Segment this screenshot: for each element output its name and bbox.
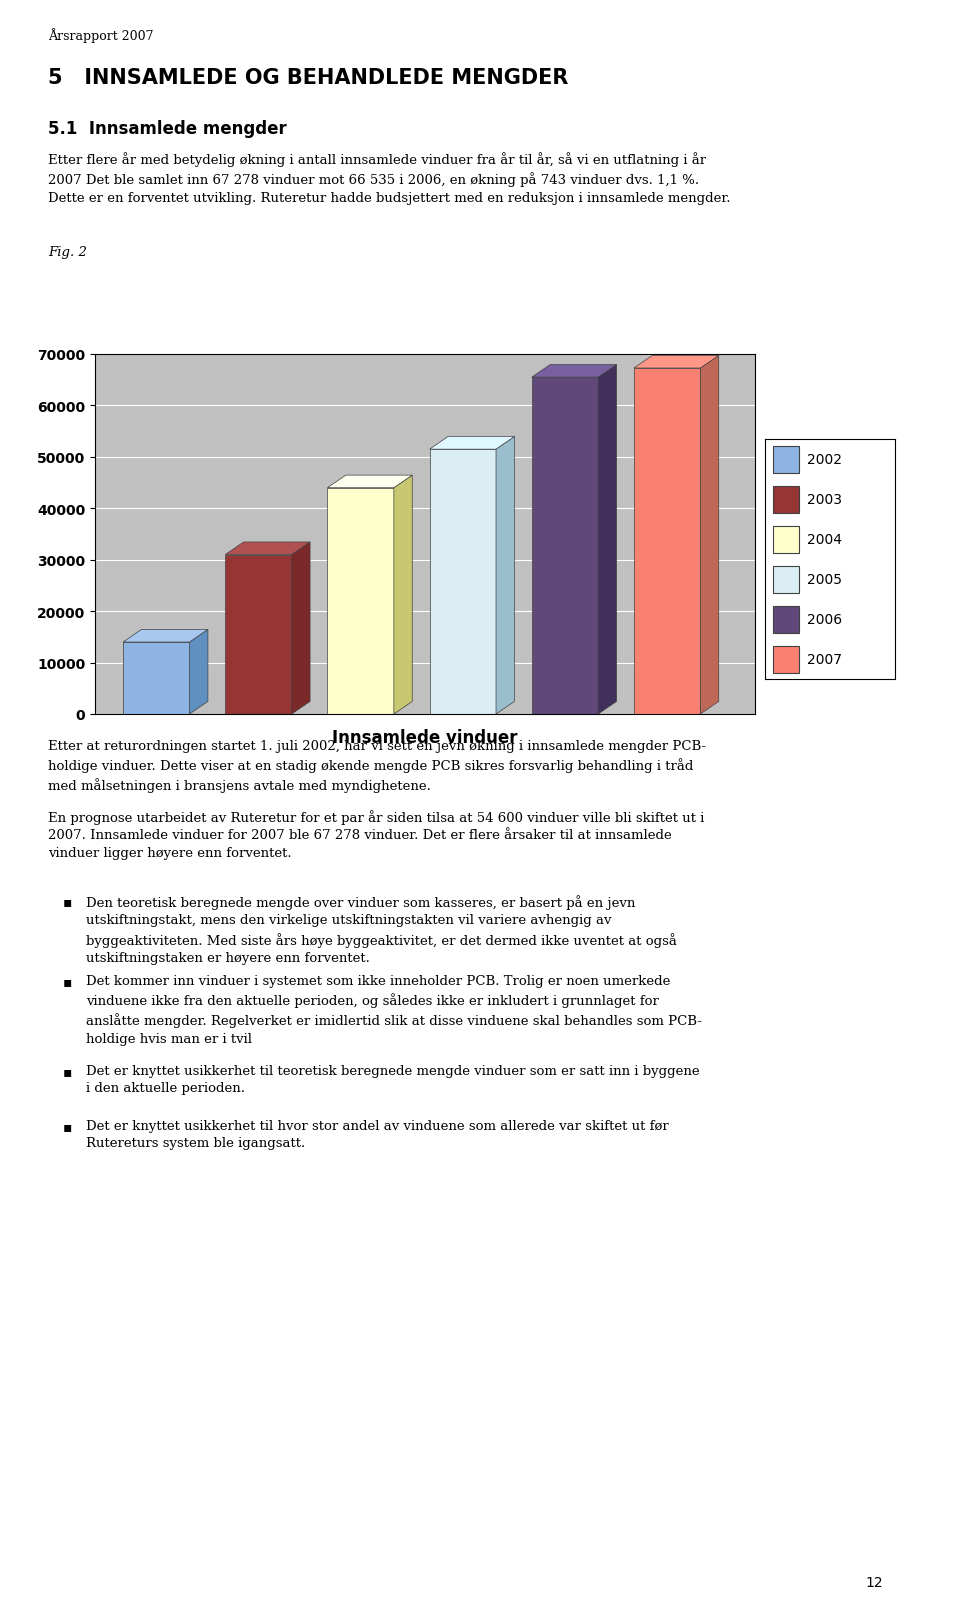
Text: ▪: ▪ (62, 1064, 72, 1078)
Polygon shape (598, 365, 616, 715)
Text: 2003: 2003 (806, 492, 842, 507)
Polygon shape (226, 542, 310, 555)
Bar (773, 646, 799, 675)
Polygon shape (189, 629, 208, 715)
Text: En prognose utarbeidet av Ruteretur for et par år siden tilsa at 54 600 vinduer : En prognose utarbeidet av Ruteretur for … (48, 810, 705, 859)
Text: 5.1  Innsamlede mengder: 5.1 Innsamlede mengder (48, 119, 287, 137)
Text: 2007: 2007 (806, 652, 842, 667)
Text: 5   INNSAMLEDE OG BEHANDLEDE MENGDER: 5 INNSAMLEDE OG BEHANDLEDE MENGDER (48, 68, 568, 87)
Polygon shape (327, 476, 412, 489)
Bar (532, 378, 598, 715)
Bar (773, 567, 799, 594)
Text: Fig. 2: Fig. 2 (48, 245, 86, 258)
Polygon shape (496, 437, 515, 715)
Text: Det kommer inn vinduer i systemet som ikke inneholder PCB. Trolig er noen umerke: Det kommer inn vinduer i systemet som ik… (86, 975, 703, 1046)
Text: Den teoretisk beregnede mengde over vinduer som kasseres, er basert på en jevn
u: Den teoretisk beregnede mengde over vind… (86, 894, 677, 965)
Text: 2004: 2004 (806, 533, 842, 547)
Text: Det er knyttet usikkerhet til hvor stor andel av vinduene som allerede var skift: Det er knyttet usikkerhet til hvor stor … (86, 1119, 669, 1149)
Text: ▪: ▪ (62, 894, 72, 909)
X-axis label: Innsamlede vinduer: Innsamlede vinduer (332, 728, 517, 746)
Text: ▪: ▪ (62, 975, 72, 988)
Polygon shape (429, 437, 515, 450)
Polygon shape (634, 357, 719, 368)
Bar (327, 489, 394, 715)
Bar (773, 607, 799, 634)
Bar (226, 555, 292, 715)
Text: Det er knyttet usikkerhet til teoretisk beregnede mengde vinduer som er satt inn: Det er knyttet usikkerhet til teoretisk … (86, 1064, 700, 1094)
Bar (773, 526, 799, 554)
Polygon shape (292, 542, 310, 715)
Text: 2002: 2002 (806, 452, 842, 466)
Bar (634, 368, 701, 715)
Text: Etter flere år med betydelig økning i antall innsamlede vinduer fra år til år, s: Etter flere år med betydelig økning i an… (48, 152, 731, 205)
Text: ▪: ▪ (62, 1119, 72, 1133)
Text: 2006: 2006 (806, 613, 842, 626)
Bar (773, 486, 799, 515)
Bar (123, 642, 189, 715)
Bar (429, 450, 496, 715)
Polygon shape (701, 357, 719, 715)
Text: 2005: 2005 (806, 573, 842, 586)
Polygon shape (532, 365, 616, 378)
Text: 12: 12 (866, 1575, 883, 1590)
Polygon shape (394, 476, 412, 715)
Text: Årsrapport 2007: Årsrapport 2007 (48, 27, 154, 44)
Polygon shape (123, 629, 208, 642)
Text: Etter at returordningen startet 1. juli 2002, har vi sett en jevn økning i innsa: Etter at returordningen startet 1. juli … (48, 739, 707, 792)
Bar (773, 447, 799, 475)
